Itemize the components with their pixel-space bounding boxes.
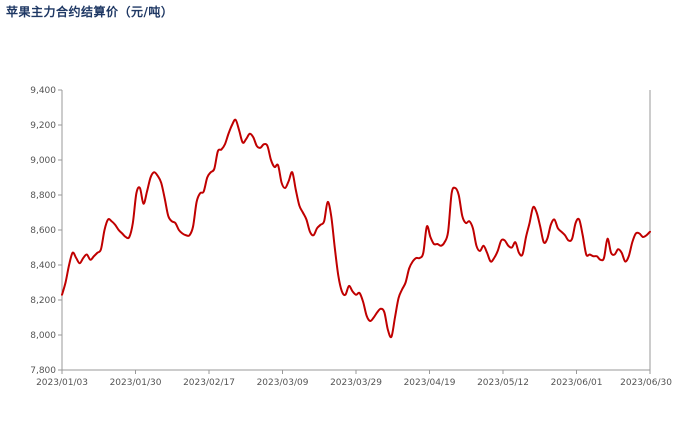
x-tick-label: 2023/05/12 (477, 378, 529, 388)
y-tick-label: 8,600 (30, 226, 56, 236)
x-tick-label: 2023/02/17 (183, 378, 235, 388)
x-tick-label: 2023/03/29 (330, 378, 382, 388)
x-tick-label: 2023/03/09 (257, 378, 309, 388)
y-tick-label: 9,400 (30, 86, 56, 96)
x-tick-label: 2023/01/30 (110, 378, 162, 388)
x-tick-label: 2023/06/01 (551, 378, 603, 388)
y-axis: 7,800 8,000 8,200 8,400 8,600 8,800 9,000 9,200… (30, 86, 62, 376)
y-tick-label: 8,200 (30, 296, 56, 306)
y-tick-label: 7,800 (30, 366, 56, 376)
y-tick-label: 8,000 (30, 331, 56, 341)
series-line (61, 118, 651, 339)
chart-title: 苹果主力合约结算价（元/吨） (6, 5, 174, 19)
y-tick-label: 8,800 (30, 191, 56, 201)
x-tick-label: 2023/06/30 (620, 378, 672, 388)
x-tick-label: 2023/04/19 (404, 378, 456, 388)
x-tick-label: 2023/01/03 (36, 378, 88, 388)
y-tick-label: 8,400 (30, 261, 56, 271)
y-tick-label: 9,200 (30, 121, 56, 131)
y-tick-label: 9,000 (30, 156, 56, 166)
x-axis: 2023/01/03 2023/01/30 2023/02/17 2023/03/09… (36, 370, 672, 388)
